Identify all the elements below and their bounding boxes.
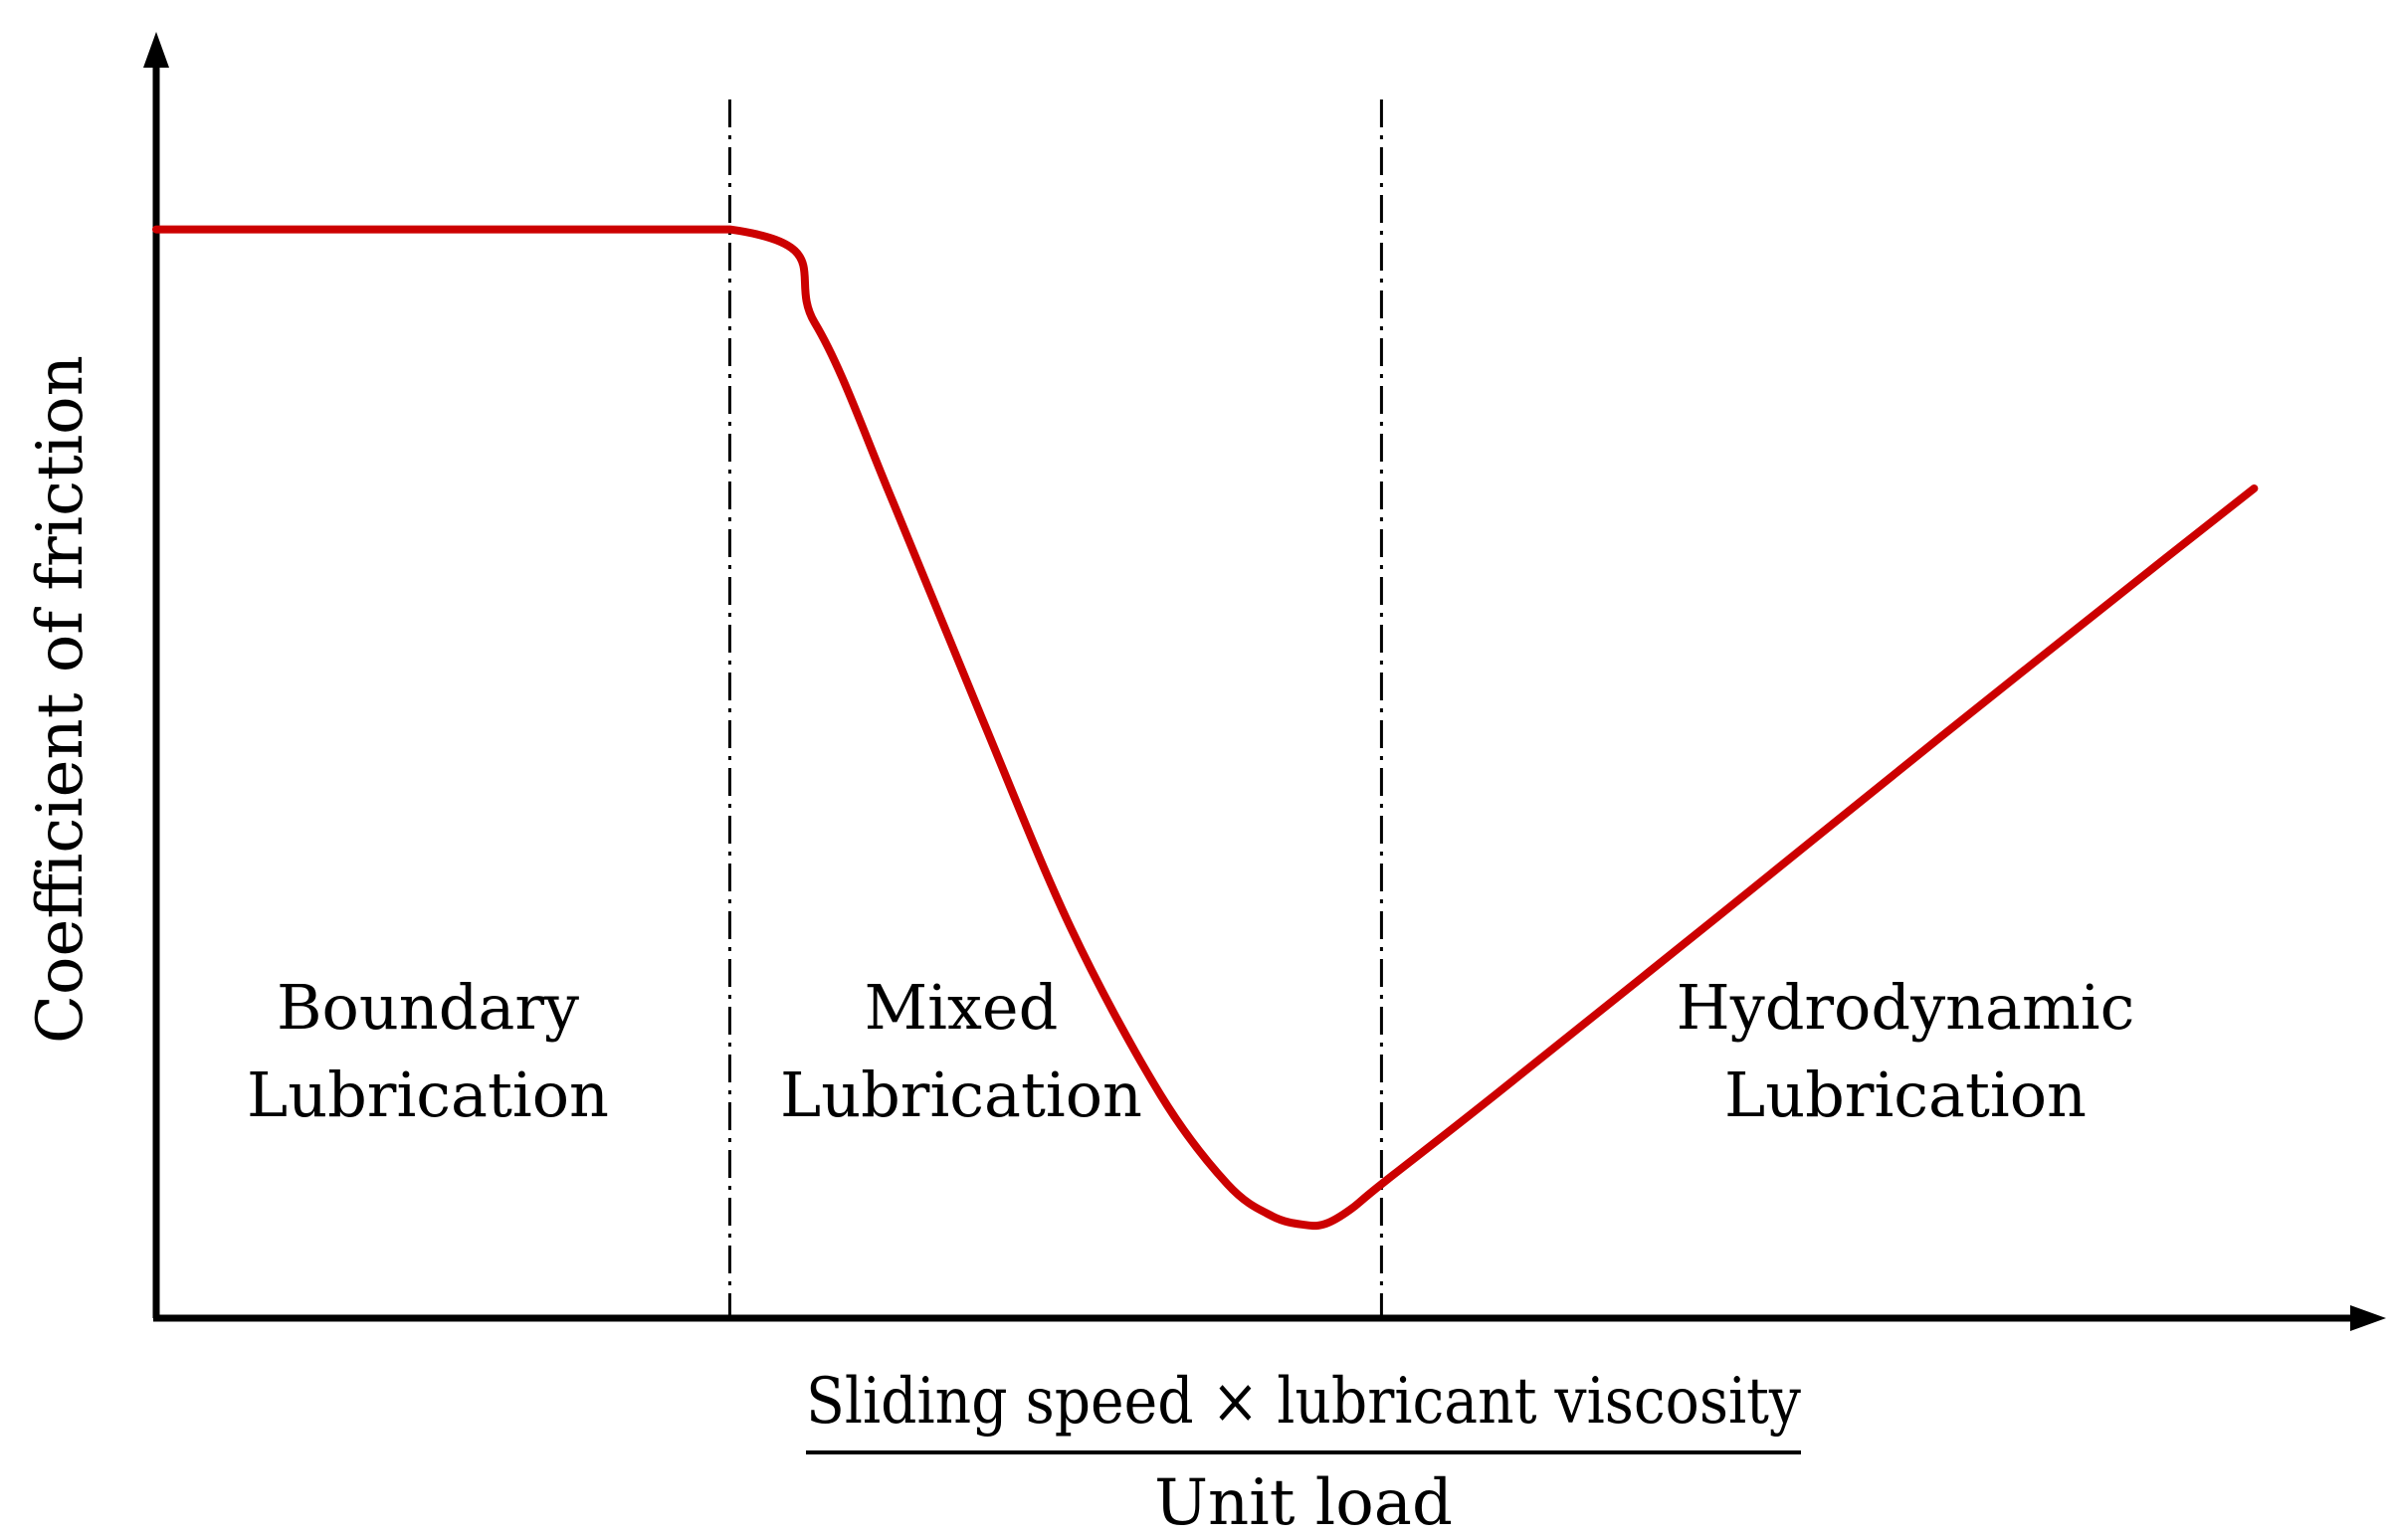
x-axis-arrowhead bbox=[2350, 1305, 2386, 1331]
curve-point-4 bbox=[979, 715, 985, 721]
curve-point-13 bbox=[1493, 1091, 1498, 1097]
x-axis-label-numerator: Sliding speed × lubricant viscosity bbox=[806, 1365, 1801, 1439]
boundary-label-line-1: Boundary bbox=[277, 971, 579, 1044]
curve-point-5 bbox=[1069, 926, 1075, 932]
boundary-label-line-2: Lubrication bbox=[247, 1059, 609, 1131]
stribeck-curve-line bbox=[152, 225, 2259, 1231]
hydrodynamic-label-line-2: Lubrication bbox=[1724, 1059, 2087, 1131]
curve-point-6 bbox=[1157, 1091, 1163, 1097]
curve-point-8 bbox=[1270, 1213, 1276, 1219]
curve-point-16 bbox=[2162, 556, 2168, 562]
mixed-label-line-2: Lubrication bbox=[780, 1059, 1142, 1131]
curve-point-14 bbox=[1715, 913, 1721, 919]
curve-point-3 bbox=[890, 498, 896, 504]
mixed-label-line-1: Mixed bbox=[865, 971, 1059, 1044]
curve-point-0 bbox=[153, 227, 159, 233]
curve-point-1 bbox=[726, 227, 732, 233]
curve-point-15 bbox=[1938, 733, 1944, 739]
curve-point-12 bbox=[1378, 1181, 1384, 1187]
y-axis-label: Coefficient of friction bbox=[24, 355, 98, 1044]
curve-point-10 bbox=[1322, 1221, 1328, 1227]
curve-point-9 bbox=[1302, 1222, 1308, 1228]
curve-point-7 bbox=[1225, 1181, 1231, 1187]
curve-point-11 bbox=[1347, 1207, 1353, 1213]
curve-point-17 bbox=[2251, 485, 2257, 491]
x-axis-label-denominator: Unit load bbox=[1154, 1466, 1453, 1540]
y-axis-arrowhead bbox=[143, 32, 169, 68]
hydrodynamic-label-line-1: Hydrodynamic bbox=[1677, 971, 2135, 1044]
curve-point-2 bbox=[812, 319, 818, 325]
